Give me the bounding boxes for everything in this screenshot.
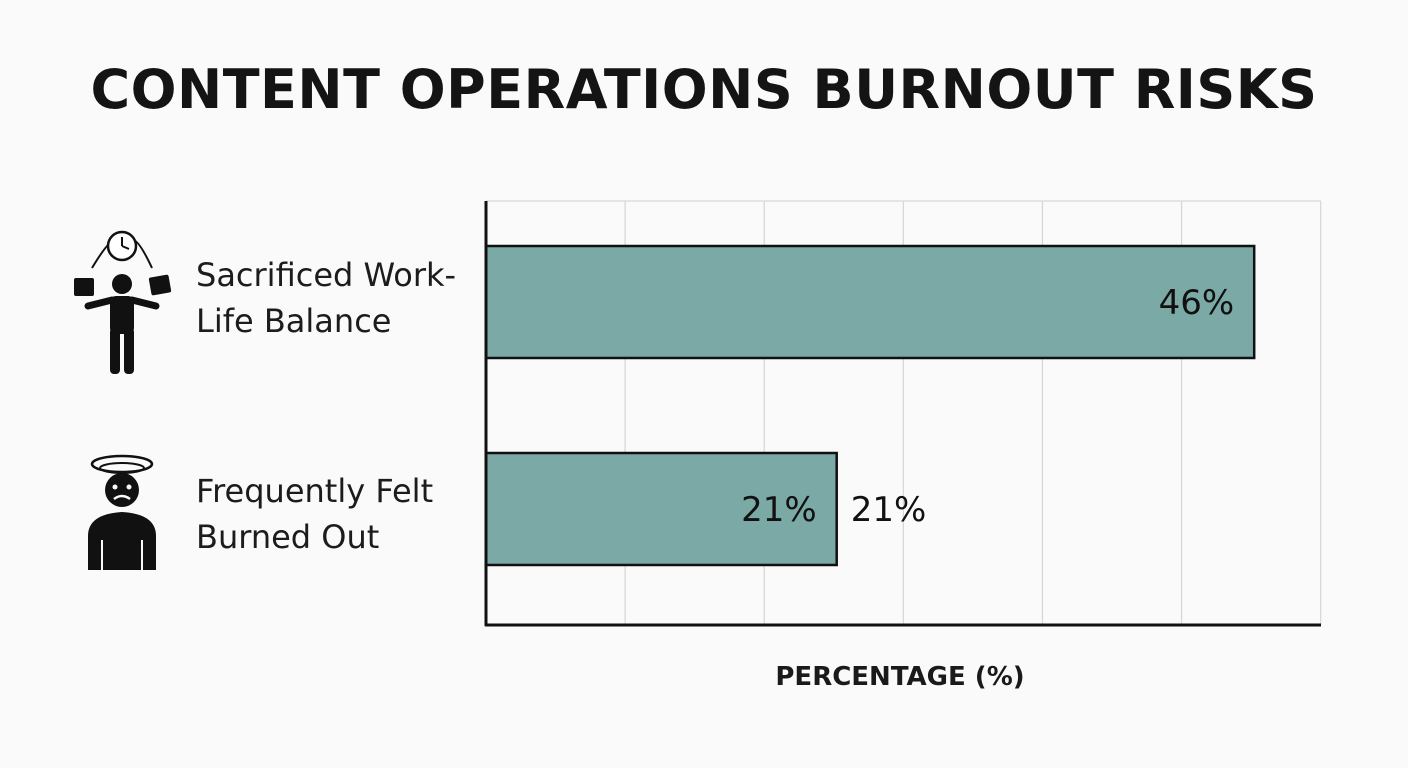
category-label-line: Frequently Felt	[196, 472, 434, 510]
category-label-line: Life Balance	[196, 302, 392, 340]
category-label-work-life-balance: Sacrificed Work- Life Balance	[196, 252, 456, 344]
data-label: 21%	[851, 490, 927, 530]
category-label-line: Burned Out	[196, 518, 380, 556]
bar	[484, 451, 838, 567]
juggling-person-clock-icon	[74, 230, 172, 374]
data-label: 46%	[1159, 283, 1235, 323]
chart-title: CONTENT OPERATIONS BURNOUT RISKS	[90, 58, 1318, 121]
bar	[484, 244, 1256, 360]
data-label: 21%	[741, 490, 817, 530]
x-axis-label: PERCENTAGE (%)	[775, 662, 1025, 692]
category-label-line: Sacrificed Work-	[196, 256, 457, 294]
category-label-burned-out: Frequently Felt Burned Out	[196, 468, 433, 560]
dizzy-person-icon	[88, 454, 156, 570]
